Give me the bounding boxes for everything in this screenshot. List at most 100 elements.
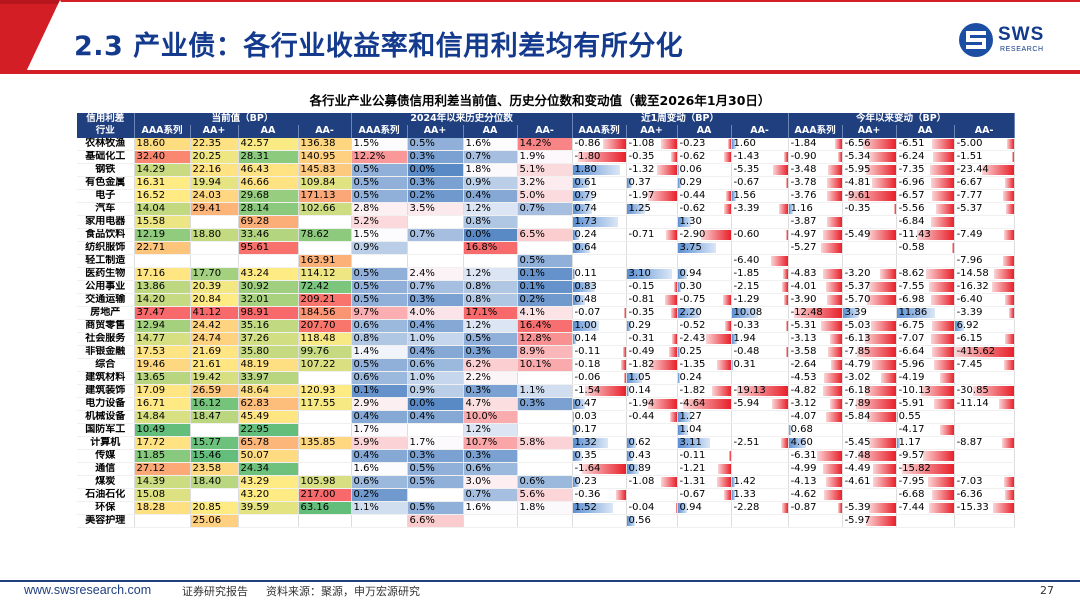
week-change-cell: 0.11 <box>571 267 627 281</box>
percentile-cell: 12.2% <box>350 150 408 164</box>
percentile-cell: 5.0% <box>517 189 573 203</box>
ytd-change-cell <box>954 241 1015 255</box>
credit-spread-table: 信用利差 当前值（BP） 2024年以来历史分位数 近1周变动（BP） 今年以来… <box>77 113 1015 528</box>
cell-value: 10.08 <box>733 306 763 318</box>
cell-value: -7.77 <box>956 189 983 201</box>
change-data-bar <box>826 294 842 305</box>
cell-value: -23.44 <box>956 163 989 175</box>
week-change-cell: 1.42 <box>731 475 789 489</box>
ytd-change-cell: -4.82 <box>787 384 843 398</box>
cell-value: -16.32 <box>956 280 989 292</box>
cell-value: 95.61 <box>240 241 270 253</box>
change-data-bar <box>864 385 896 396</box>
ytd-change-cell: -7.03 <box>954 475 1015 489</box>
sub-header-cell: AA <box>463 125 518 138</box>
cell-value: -6.98 <box>898 293 925 305</box>
group-header-ytd-change: 今年以来变动（BP） <box>788 113 1015 126</box>
sub-header-row: 行业 AAA系列 AA+ AA AA- AAA系列 AA+ AA AA- AAA系列 AA+ AA A… <box>77 125 1015 138</box>
cell-value: 0.1% <box>353 384 379 396</box>
cell-value: -4.17 <box>898 423 925 435</box>
current-value-cell: 17.16 <box>134 267 191 281</box>
change-data-bar <box>1005 294 1014 305</box>
ytd-change-cell: -6.56 <box>842 137 897 151</box>
week-change-cell: 0.14 <box>626 384 678 398</box>
ytd-change-cell: -6.31 <box>787 449 843 463</box>
ytd-change-cell: -5.03 <box>842 319 897 333</box>
current-value-cell <box>298 449 352 463</box>
week-change-cell: 3.75 <box>677 241 732 255</box>
ytd-change-cell: -3.02 <box>842 371 897 385</box>
cell-value: 0.7% <box>519 202 545 214</box>
cell-value: -2.28 <box>733 501 760 513</box>
change-data-bar <box>778 203 788 214</box>
percentile-cell: 0.7% <box>463 150 518 164</box>
week-change-cell: -1.29 <box>731 293 789 307</box>
ytd-change-cell <box>842 254 897 268</box>
cell-value: 1.5% <box>353 137 379 149</box>
current-value-cell: 117.55 <box>298 397 352 411</box>
industry-cell: 综合 <box>77 358 135 372</box>
change-data-bar <box>856 398 896 409</box>
current-value-cell: 30.92 <box>238 280 299 294</box>
cell-value: 0.4% <box>409 410 435 422</box>
current-value-cell: 20.85 <box>190 501 239 515</box>
week-change-cell <box>731 462 789 476</box>
change-data-bar <box>954 320 964 331</box>
footer-site-link[interactable]: www.swsresearch.com <box>24 583 152 597</box>
change-data-bar <box>670 411 677 422</box>
ytd-change-cell: -7.89 <box>842 397 897 411</box>
change-data-bar <box>870 320 896 331</box>
ytd-change-cell: -7.35 <box>896 163 955 177</box>
cell-value: 1.42 <box>733 475 756 487</box>
industry-cell: 非银金融 <box>77 345 135 359</box>
change-data-bar <box>573 411 574 422</box>
current-value-cell: 163.91 <box>298 254 352 268</box>
percentile-cell <box>517 371 573 385</box>
table-row: 国防军工 10.49 22.95 1.7% 1.2% 0.17 1.04 0.68 -4.17 <box>77 423 1015 437</box>
percentile-cell: 0.9% <box>407 384 464 398</box>
percentile-cell <box>517 410 573 424</box>
ytd-change-cell: -4.07 <box>787 410 843 424</box>
change-data-bar <box>573 294 586 305</box>
percentile-cell: 1.5% <box>350 228 408 242</box>
ytd-change-cell <box>842 215 897 229</box>
cell-value: 0.7% <box>409 228 435 240</box>
cell-value: 13.65 <box>136 371 166 383</box>
week-change-cell: 1.94 <box>731 332 789 346</box>
table-row: 电力设备 16.71 16.12 62.83 117.55 2.9% 0.0% 4.7% 0.3… <box>77 397 1015 411</box>
cell-value: -8.62 <box>898 267 925 279</box>
week-change-cell: -1.85 <box>731 267 789 281</box>
current-value-cell: 14.84 <box>134 410 191 424</box>
cell-value: 114.12 <box>300 267 336 279</box>
change-data-bar <box>993 502 1014 513</box>
cell-value: -6.31 <box>790 449 817 461</box>
cell-value: -0.44 <box>628 410 655 422</box>
ytd-change-cell: -5.97 <box>842 514 897 528</box>
cell-value: 0.74 <box>574 202 597 214</box>
change-data-bar <box>868 229 896 240</box>
cell-value: -6.36 <box>956 488 983 500</box>
cell-value: 10.1% <box>519 358 552 370</box>
cell-value: -1.29 <box>733 293 760 305</box>
cell-value: 107.22 <box>300 358 336 370</box>
cell-value: 20.39 <box>192 280 222 292</box>
ytd-change-cell: -3.78 <box>787 176 843 190</box>
cell-value: 18.60 <box>136 137 166 149</box>
percentile-cell: 0.0% <box>463 228 518 242</box>
percentile-cell: 1.1% <box>350 501 408 515</box>
week-change-cell: -0.44 <box>626 410 678 424</box>
cell-value: -3.02 <box>844 371 871 383</box>
change-data-bar <box>573 203 593 214</box>
ytd-change-cell <box>954 371 1015 385</box>
cell-value: 5.6% <box>519 488 545 500</box>
cell-value: 16.4% <box>519 319 552 331</box>
cell-value: 5.2% <box>353 215 379 227</box>
week-change-cell: 0.25 <box>677 345 732 359</box>
week-change-cell: 0.56 <box>626 514 678 528</box>
week-change-cell: 0.79 <box>571 189 627 203</box>
week-change-cell: -0.04 <box>626 501 678 515</box>
percentile-cell <box>463 254 518 268</box>
cell-value: -2.43 <box>679 332 706 344</box>
industry-cell: 通信 <box>77 462 135 476</box>
change-data-bar <box>723 489 731 500</box>
